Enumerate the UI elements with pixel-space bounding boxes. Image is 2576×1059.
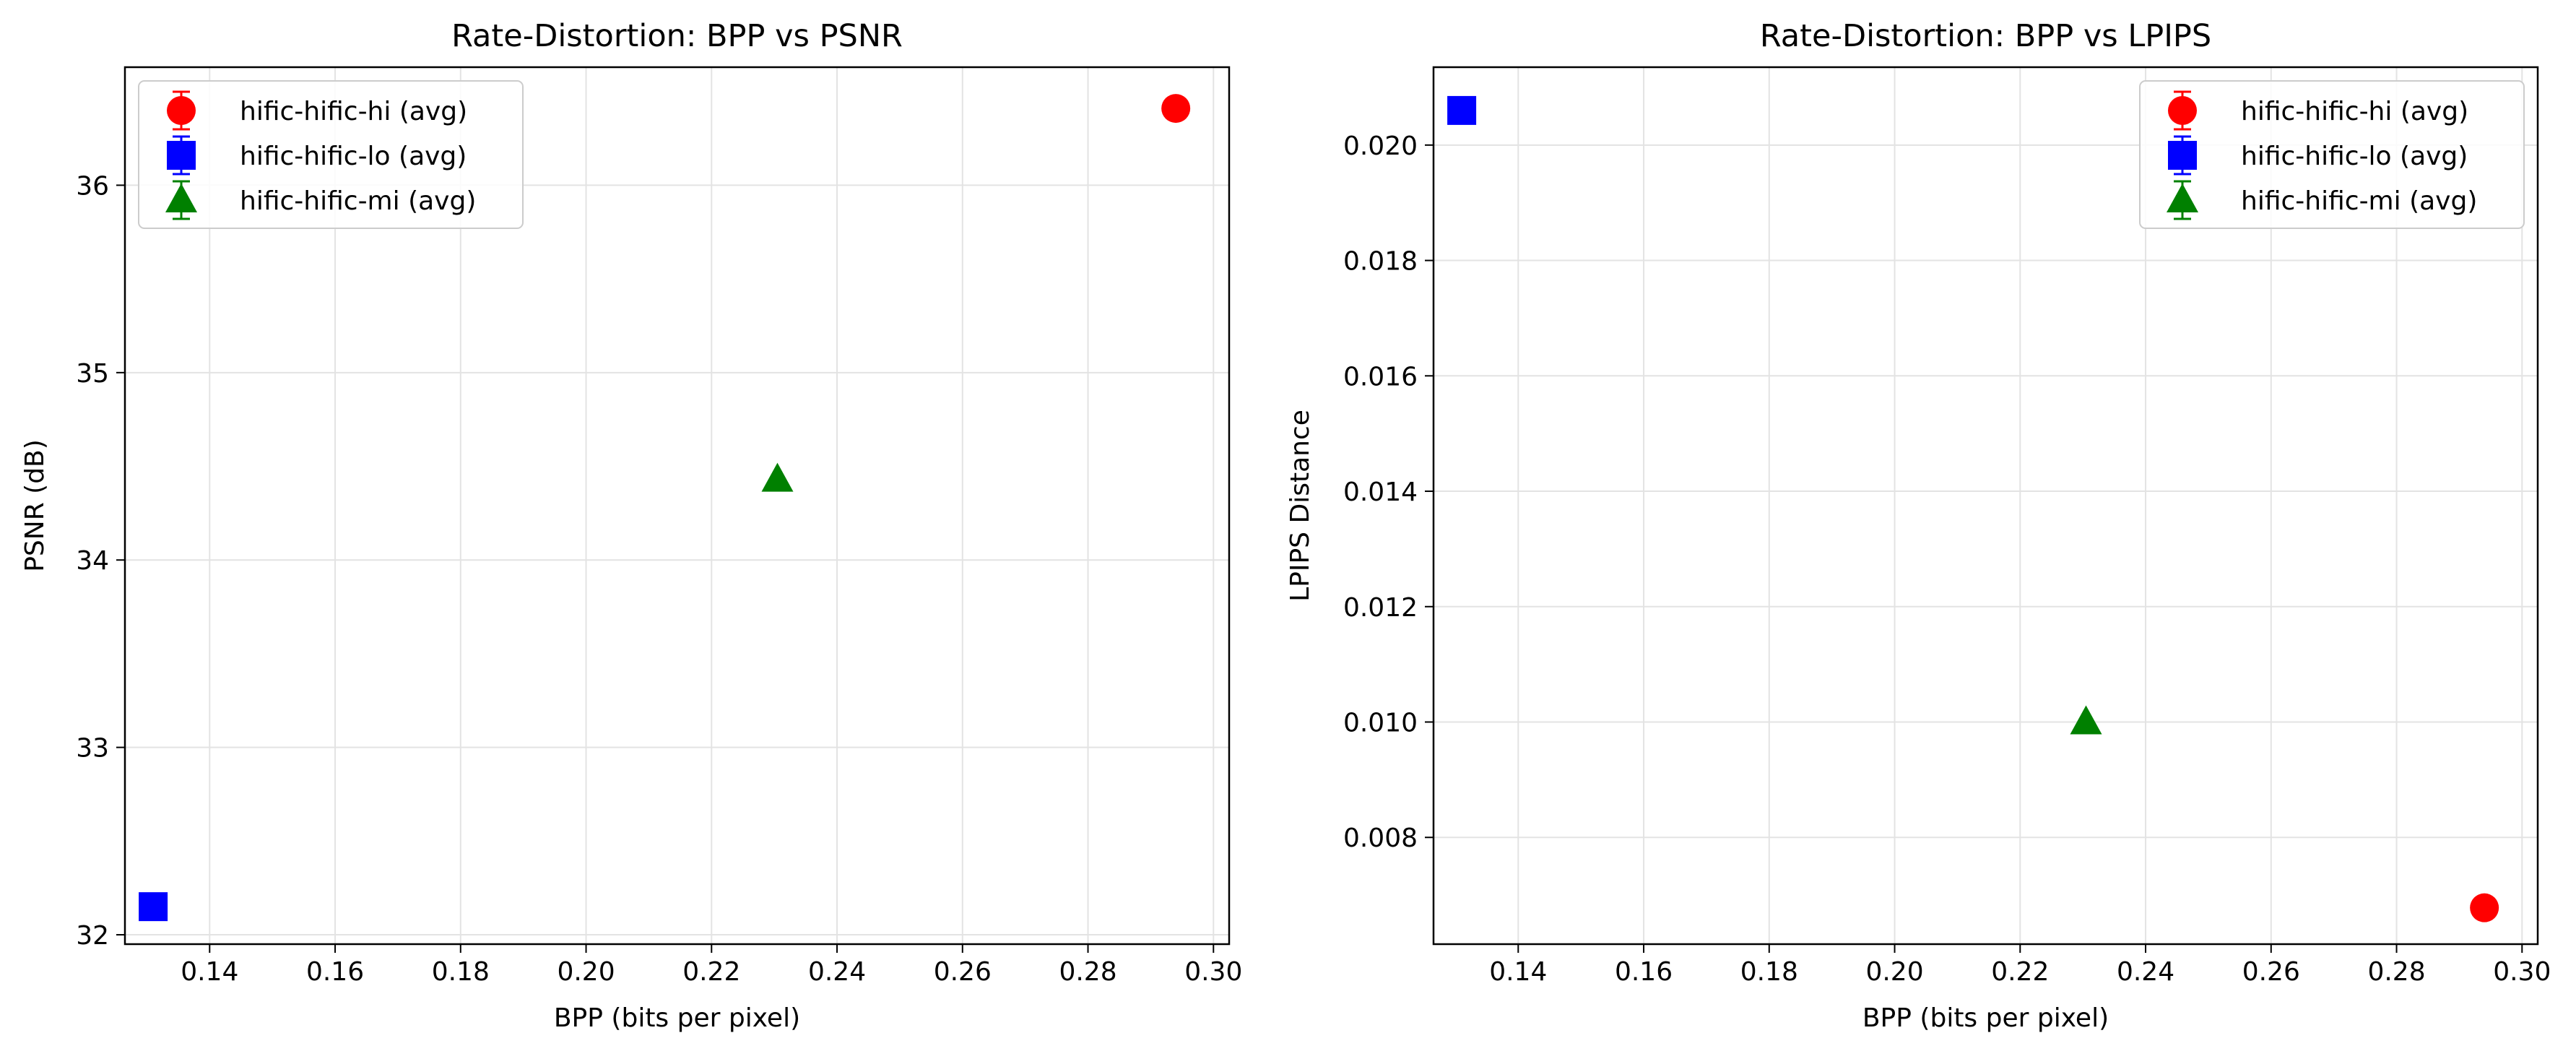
legend-marker-triangle	[165, 183, 197, 212]
plot-frame	[123, 66, 1231, 946]
legend-label: hific-hific-hi (avg)	[2241, 97, 2468, 126]
data-point-triangle	[761, 462, 794, 492]
data-point-triangle	[2070, 705, 2102, 735]
legend-label: hific-hific-lo (avg)	[240, 142, 467, 171]
x-tick-label: 0.18	[1740, 957, 1798, 987]
legend-label: hific-hific-lo (avg)	[2241, 142, 2468, 171]
x-tick-label: 0.18	[432, 957, 490, 987]
x-tick-label: 0.14	[1489, 957, 1547, 987]
y-tick-label: 33	[76, 734, 109, 764]
legend-label: hific-hific-hi (avg)	[240, 97, 467, 126]
chart-2: 0.14 0.16 0.18 0.20 0.22 0.24 0.26 0.28 0.30 0.00…	[1285, 18, 2551, 1033]
y-tick-label: 0.010	[1343, 709, 1418, 738]
y-tick-label: 32	[76, 921, 109, 951]
x-tick-label: 0.26	[2242, 957, 2300, 987]
y-axis-label: LPIPS Distance	[1285, 410, 1315, 602]
x-tick-label: 0.20	[1865, 957, 1923, 987]
data-point-square	[1447, 95, 1477, 125]
legend-label: hific-hific-mi (avg)	[2241, 186, 2477, 216]
chart-title: Rate-Distortion: BPP vs PSNR	[451, 18, 903, 54]
legend: hific-hific-hi (avg) hific-hific-lo (avg)…	[138, 80, 524, 229]
legend-marker-square	[2168, 141, 2197, 170]
x-axis-label: BPP (bits per pixel)	[554, 1003, 800, 1033]
data-point-circle	[1161, 94, 1191, 124]
x-tick-label: 0.26	[934, 957, 992, 987]
plot-frame	[1432, 66, 2539, 946]
y-tick-label: 0.016	[1343, 362, 1418, 392]
x-tick-label: 0.16	[1615, 957, 1673, 987]
y-tick-label: 36	[76, 171, 109, 201]
y-tick-label: 0.018	[1343, 247, 1418, 277]
legend-box	[138, 80, 524, 229]
legend-marker-square	[167, 141, 196, 170]
legend: hific-hific-hi (avg) hific-hific-lo (avg)…	[2139, 80, 2525, 229]
y-tick-label: 0.014	[1343, 477, 1418, 507]
x-tick-label: 0.22	[1991, 957, 2049, 987]
x-tick-label: 0.30	[2493, 957, 2551, 987]
y-tick-label: 0.012	[1343, 593, 1418, 623]
x-tick-label: 0.16	[306, 957, 364, 987]
x-tick-label: 0.24	[2117, 957, 2174, 987]
chart-title: Rate-Distortion: BPP vs LPIPS	[1760, 18, 2211, 54]
x-tick-label: 0.28	[1059, 957, 1116, 987]
x-tick-label: 0.20	[557, 957, 615, 987]
data-point-circle	[2470, 893, 2499, 922]
data-point-square	[139, 892, 168, 922]
legend-label: hific-hific-mi (avg)	[240, 186, 476, 216]
chart-1: 0.14 0.16 0.18 0.20 0.22 0.24 0.26 0.28 0.30 32 33…	[20, 18, 1242, 1033]
y-tick-label: 0.020	[1343, 131, 1418, 161]
legend-marker-circle	[2168, 96, 2197, 125]
x-tick-label: 0.30	[1184, 957, 1242, 987]
legend-marker-triangle	[2167, 183, 2198, 212]
y-tick-label: 35	[76, 359, 109, 389]
legend-marker-circle	[167, 96, 196, 125]
x-tick-label: 0.22	[682, 957, 740, 987]
x-tick-label: 0.24	[808, 957, 866, 987]
x-tick-label: 0.14	[181, 957, 238, 987]
x-axis-label: BPP (bits per pixel)	[1862, 1003, 2109, 1033]
y-tick-label: 0.008	[1343, 824, 1418, 853]
legend-box	[2139, 80, 2525, 229]
y-tick-label: 34	[76, 546, 109, 576]
x-tick-label: 0.28	[2367, 957, 2425, 987]
y-axis-label: PSNR (dB)	[20, 439, 50, 572]
